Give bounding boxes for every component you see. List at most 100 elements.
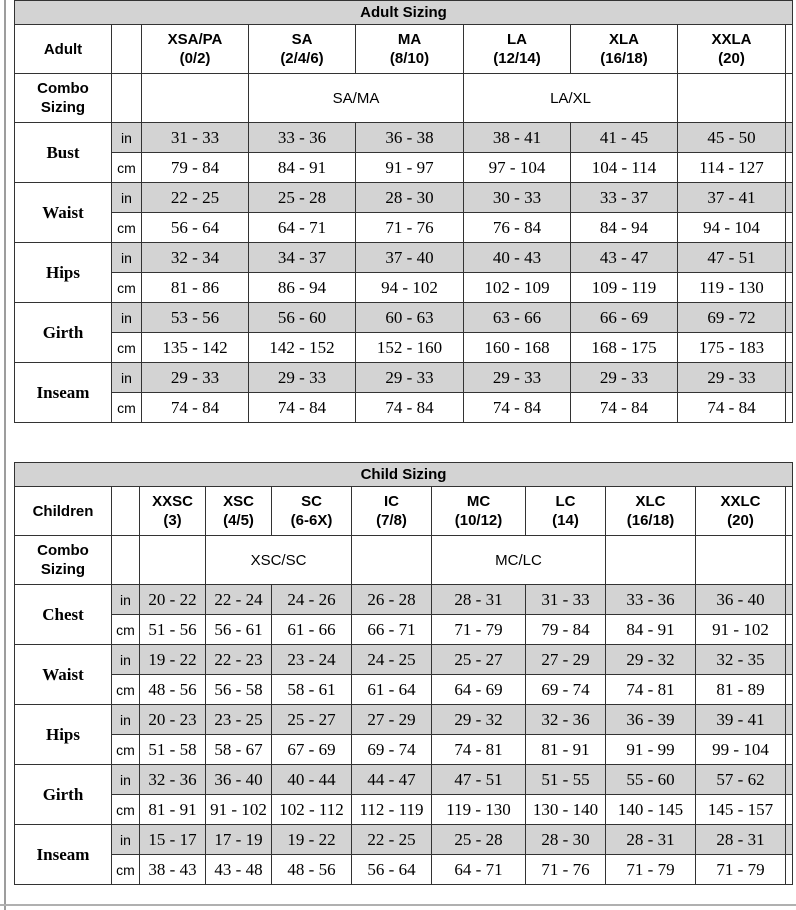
size-value-cell: 79 - 84 xyxy=(141,152,249,183)
size-value-cell: 27 - 29 xyxy=(525,644,606,675)
size-value-cell: 81 - 86 xyxy=(141,272,249,303)
size-value-cell: 34 - 37 xyxy=(248,242,356,273)
unit-label-cm: cm xyxy=(111,674,140,705)
size-value-cell: 51 - 56 xyxy=(139,614,206,645)
size-value-cell: 22 - 25 xyxy=(141,182,249,213)
size-code: XLC xyxy=(635,493,666,510)
size-value-cell: 29 - 32 xyxy=(605,644,696,675)
size-value-cell: 23 - 24 xyxy=(271,644,352,675)
size-value-cell: 22 - 23 xyxy=(205,644,272,675)
size-value-cell: 99 - 104 xyxy=(695,734,786,765)
size-value-cell: 58 - 61 xyxy=(271,674,352,705)
size-value-cell: 69 - 74 xyxy=(351,734,432,765)
size-number-range: (14) xyxy=(552,512,579,529)
size-value-cell: 64 - 71 xyxy=(248,212,356,243)
size-value-cell: 53 - 56 xyxy=(141,302,249,333)
size-value-cell: 51 - 58 xyxy=(139,734,206,765)
size-value-cell: 84 - 91 xyxy=(605,614,696,645)
size-number-range: (16/18) xyxy=(626,512,675,529)
size-value-cell: 91 - 97 xyxy=(355,152,464,183)
combo-blank-cell xyxy=(139,535,206,585)
size-value-cell: 29 - 33 xyxy=(248,362,356,393)
cutoff-column-cell xyxy=(785,794,793,825)
unit-label-in: in xyxy=(111,644,140,675)
size-column-header: XSC (4/5) xyxy=(205,486,272,536)
size-value-cell: 109 - 119 xyxy=(570,272,678,303)
combo-span-label: LA/XL xyxy=(463,73,678,123)
unit-label-in: in xyxy=(111,584,140,615)
unit-label-in: in xyxy=(111,824,140,855)
size-value-cell: 94 - 102 xyxy=(355,272,464,303)
child-sizing-table: Child Sizing Children XXSC (3) XSC (4/5) SC (6-… xyxy=(14,462,793,885)
size-value-cell: 39 - 41 xyxy=(695,704,786,735)
child-sizing-table-container: Child Sizing Children XXSC (3) XSC (4/5) SC (6-… xyxy=(14,462,793,885)
unit-column-blank xyxy=(111,24,142,74)
size-code: XSA/PA xyxy=(167,31,223,48)
size-value-cell: 33 - 37 xyxy=(570,182,678,213)
size-code: MC xyxy=(466,493,491,510)
cutoff-column-cell xyxy=(785,584,793,615)
size-value-cell: 67 - 69 xyxy=(271,734,352,765)
size-value-cell: 58 - 67 xyxy=(205,734,272,765)
size-value-cell: 57 - 62 xyxy=(695,764,786,795)
size-value-cell: 45 - 50 xyxy=(677,122,786,153)
size-value-cell: 41 - 45 xyxy=(570,122,678,153)
size-value-cell: 91 - 102 xyxy=(205,794,272,825)
cutoff-column-cell xyxy=(785,614,793,645)
combo-sizing-label: Combo Sizing xyxy=(14,73,112,123)
size-value-cell: 55 - 60 xyxy=(605,764,696,795)
size-value-cell: 29 - 32 xyxy=(431,704,526,735)
size-value-cell: 64 - 71 xyxy=(431,854,526,885)
unit-label-cm: cm xyxy=(111,794,140,825)
unit-label-in: in xyxy=(111,362,142,393)
size-value-cell: 91 - 99 xyxy=(605,734,696,765)
size-value-cell: 28 - 31 xyxy=(605,824,696,855)
size-value-cell: 28 - 31 xyxy=(431,584,526,615)
combo-span-label: SA/MA xyxy=(248,73,464,123)
table-title: Adult Sizing xyxy=(14,0,793,25)
size-value-cell: 44 - 47 xyxy=(351,764,432,795)
size-value-cell: 102 - 112 xyxy=(271,794,352,825)
size-code: XLA xyxy=(609,31,639,48)
measurement-label: Inseam xyxy=(14,362,112,423)
combo-blank-cell xyxy=(695,535,786,585)
size-value-cell: 64 - 69 xyxy=(431,674,526,705)
size-value-cell: 140 - 145 xyxy=(605,794,696,825)
size-value-cell: 56 - 60 xyxy=(248,302,356,333)
cutoff-column-cell xyxy=(785,824,793,855)
size-column-header: IC (7/8) xyxy=(351,486,432,536)
size-value-cell: 32 - 34 xyxy=(141,242,249,273)
size-code: XXSC xyxy=(152,493,193,510)
row-label-header: Children xyxy=(14,486,112,536)
size-value-cell: 47 - 51 xyxy=(431,764,526,795)
size-value-cell: 175 - 183 xyxy=(677,332,786,363)
size-value-cell: 31 - 33 xyxy=(141,122,249,153)
unit-label-in: in xyxy=(111,302,142,333)
size-value-cell: 31 - 33 xyxy=(525,584,606,615)
size-number-range: (7/8) xyxy=(376,512,407,529)
size-value-cell: 36 - 38 xyxy=(355,122,464,153)
size-code: LC xyxy=(555,493,576,510)
size-value-cell: 145 - 157 xyxy=(695,794,786,825)
size-number-range: (2/4/6) xyxy=(280,50,324,67)
size-column-header: SA (2/4/6) xyxy=(248,24,356,74)
size-number-range: (16/18) xyxy=(600,50,648,67)
cutoff-column-cell xyxy=(785,704,793,735)
size-value-cell: 76 - 84 xyxy=(463,212,571,243)
size-value-cell: 94 - 104 xyxy=(677,212,786,243)
size-number-range: (12/14) xyxy=(493,50,541,67)
size-value-cell: 32 - 35 xyxy=(695,644,786,675)
size-column-header: XXSC (3) xyxy=(139,486,206,536)
unit-label-in: in xyxy=(111,704,140,735)
measurement-label: Inseam xyxy=(14,824,112,885)
measurement-label: Girth xyxy=(14,302,112,363)
size-value-cell: 71 - 79 xyxy=(695,854,786,885)
size-value-cell: 56 - 58 xyxy=(205,674,272,705)
size-value-cell: 81 - 91 xyxy=(139,794,206,825)
cutoff-column-cell xyxy=(785,362,793,393)
size-value-cell: 51 - 55 xyxy=(525,764,606,795)
size-value-cell: 19 - 22 xyxy=(271,824,352,855)
cutoff-column-cell xyxy=(785,535,793,585)
size-column-header: MC (10/12) xyxy=(431,486,526,536)
